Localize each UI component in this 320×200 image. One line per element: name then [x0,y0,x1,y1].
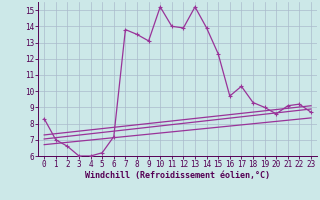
X-axis label: Windchill (Refroidissement éolien,°C): Windchill (Refroidissement éolien,°C) [85,171,270,180]
